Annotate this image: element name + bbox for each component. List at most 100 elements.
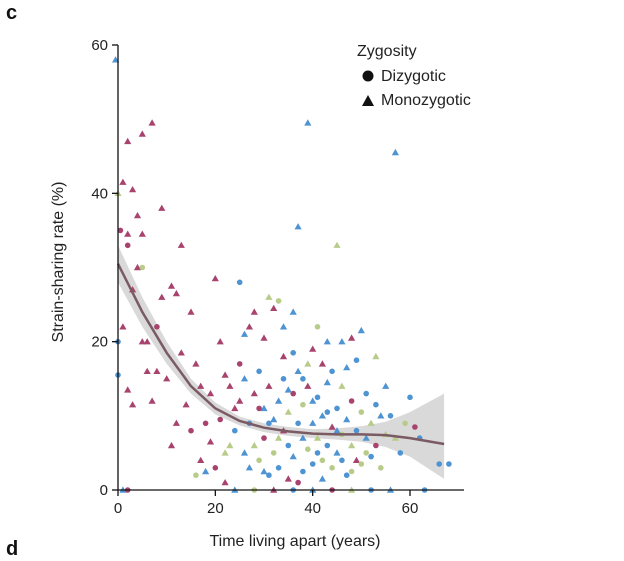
data-point-dizygotic [236,279,243,286]
data-point-monozygotic [221,449,229,456]
data-point-monozygotic [338,382,346,389]
data-point-dizygotic [324,409,331,415]
next-panel-letter: d [6,538,19,560]
y-axis-title: Strain-sharing rate (%) [50,182,67,343]
data-point-monozygotic [318,475,326,482]
data-point-monozygotic [352,456,361,463]
data-point-monozygotic [270,304,278,311]
data-point-dizygotic [154,324,160,330]
data-point-monozygotic [216,338,224,345]
data-point-dizygotic [305,446,311,453]
data-point-monozygotic [231,404,239,412]
data-point-monozygotic [250,441,258,449]
data-point-monozygotic [163,375,171,382]
data-point-dizygotic [266,420,272,427]
data-point-dizygotic [275,298,282,304]
data-point-monozygotic [250,308,258,315]
data-point-monozygotic [284,408,292,415]
data-point-dizygotic [353,427,360,434]
data-point-monozygotic [138,230,146,237]
data-point-monozygotic [226,382,234,389]
data-point-monozygotic [343,364,351,371]
data-point-monozygotic [226,441,234,449]
data-point-dizygotic [324,442,331,449]
data-point-dizygotic [232,427,238,434]
data-point-monozygotic [138,338,146,345]
data-point-monozygotic [304,119,312,126]
data-point-dizygotic [295,420,301,427]
x-tick-label: 20 [207,500,224,517]
data-point-monozygotic [348,334,356,341]
data-point-monozygotic [260,467,268,475]
data-point-dizygotic [256,368,262,375]
data-point-monozygotic [221,479,229,486]
data-point-monozygotic [124,137,132,145]
data-point-dizygotic [373,401,379,408]
data-point-monozygotic [197,382,205,389]
data-point-dizygotic [334,405,340,412]
data-point-dizygotic [124,242,131,249]
data-point-monozygotic [119,178,127,185]
x-axis-title: Time living apart (years) [209,533,380,550]
data-point-monozygotic [333,449,341,456]
data-point-dizygotic [412,424,418,430]
data-point-monozygotic [119,323,127,330]
data-point-monozygotic [172,289,180,297]
data-point-dizygotic [397,450,404,456]
data-point-monozygotic [202,467,210,475]
data-point-monozygotic [158,293,166,300]
data-point-dizygotic [387,413,394,419]
data-point-monozygotic [133,212,142,219]
data-point-dizygotic [236,361,243,367]
data-point-dizygotic [446,461,452,467]
data-point-monozygotic [372,352,380,360]
data-point-monozygotic [211,275,219,282]
data-point-monozygotic [304,360,312,367]
data-point-dizygotic [378,465,384,471]
data-point-monozygotic [143,338,151,345]
y-tick-label: 60 [91,37,108,54]
data-point-monozygotic [265,293,273,300]
data-point-dizygotic [348,468,355,475]
data-point-dizygotic [358,409,365,415]
data-point-monozygotic [391,434,399,441]
data-point-dizygotic [295,479,301,486]
data-point-monozygotic [309,345,317,352]
legend-entry-monozygotic: Monozygotic [381,92,471,109]
data-point-monozygotic [318,360,326,367]
data-point-dizygotic [188,427,194,434]
data-point-monozygotic [275,397,283,404]
data-point-dizygotic [117,227,124,234]
data-point-dizygotic [212,465,219,471]
data-point-monozygotic [148,397,156,404]
data-point-monozygotic [357,326,365,334]
data-point-monozygotic [270,415,278,423]
data-point-dizygotic [314,450,321,456]
data-point-dizygotic [256,457,262,464]
data-point-monozygotic [250,390,258,397]
data-point-monozygotic [284,386,292,393]
data-point-dizygotic [285,442,292,449]
data-point-dizygotic [363,390,370,397]
data-point-dizygotic [193,472,199,479]
data-point-dizygotic [300,468,306,475]
data-point-monozygotic [158,204,166,211]
data-point-monozygotic [328,423,336,430]
data-point-monozygotic [240,330,249,337]
legend: Zygosity Dizygotic Monozygotic [357,43,471,109]
data-point-monozygotic [133,263,142,271]
data-point-monozygotic [275,434,283,441]
data-point-dizygotic [348,398,355,404]
data-point-monozygotic [177,349,185,356]
data-point-dizygotic [261,435,267,441]
data-point-monozygotic [206,390,215,397]
data-point-monozygotic [177,241,185,248]
data-point-monozygotic [192,360,200,367]
data-point-monozygotic [148,119,156,126]
legend-entry-dizygotic: Dizygotic [381,68,446,85]
data-point-monozygotic [240,449,249,456]
data-point-monozygotic [143,367,151,374]
data-point-dizygotic [266,472,272,479]
data-point-monozygotic [172,419,180,426]
data-point-monozygotic [138,130,146,137]
